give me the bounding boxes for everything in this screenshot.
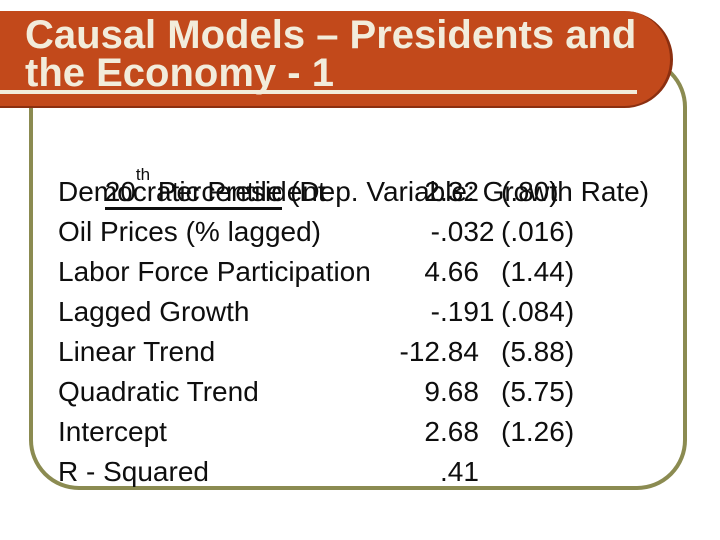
row-label: Labor Force Participation [58, 256, 371, 287]
regression-table: 20th Percentile (Dep. Variable: Growth R… [58, 132, 678, 492]
row-standard-error: (.084) [501, 296, 575, 327]
table-row: Lagged Growth - .191 (.084) [58, 292, 678, 332]
row-coefficient-integer-part: - [430, 296, 440, 327]
row-label: Intercept [58, 416, 167, 447]
row-label: Lagged Growth [58, 296, 250, 327]
row-coefficient-integer-part: 4 [424, 256, 440, 287]
row-label: Quadratic Trend [58, 376, 259, 407]
table-row: Oil Prices (% lagged) - .032 (.016) [58, 212, 678, 252]
row-coefficient-decimal-part: .41 [440, 456, 479, 487]
title-underline-rule [0, 90, 637, 94]
percentile-superscript: th [135, 164, 151, 184]
row-standard-error: (5.75) [501, 376, 575, 407]
row-coefficient-decimal-part: .191 [440, 296, 495, 327]
row-coefficient-integer-part [370, 452, 440, 492]
row-coefficient-decimal-part: .66 [440, 256, 479, 287]
slide-title-line1: Causal Models – Presidents and [25, 13, 637, 57]
row-coefficient-decimal-part: .68 [440, 416, 479, 447]
row-coefficient-decimal-part: .32 [440, 176, 479, 207]
row-coefficient-integer-part: 2 [424, 416, 440, 447]
row-standard-error: (.016) [501, 216, 575, 247]
row-standard-error: (1.26) [501, 416, 575, 447]
row-coefficient-integer-part: - [430, 216, 440, 247]
table-rows: Democratic President 2 .32 (.80) Oil Pri… [58, 172, 678, 492]
table-row: Quadratic Trend 9 .68 (5.75) [58, 372, 678, 412]
row-coefficient-integer-part: -12 [399, 336, 440, 367]
percentile-rest: Percentile [150, 176, 283, 207]
row-coefficient-decimal-part: .84 [440, 336, 479, 367]
row-standard-error: (5.88) [501, 336, 575, 367]
percentile-heading: 20th Percentile [104, 166, 283, 210]
row-label: Linear Trend [58, 336, 216, 367]
row-coefficient-integer-part: 2 [424, 176, 440, 207]
percentile-number: 20 [104, 176, 136, 207]
table-row: Democratic President 2 .32 (.80) [58, 172, 678, 212]
row-label: Democratic President [58, 176, 326, 207]
table-header: 20th Percentile (Dep. Variable: Growth R… [58, 132, 678, 210]
row-label: R - Squared [58, 456, 209, 487]
row-label: Oil Prices (% lagged) [58, 216, 321, 247]
slide-title-line2: the Economy - 1 [25, 51, 334, 95]
table-row: Intercept 2 .68 (1.26) [58, 412, 678, 452]
dependent-variable-note: (Dep. Variable: Growth Rate) [282, 176, 650, 207]
table-row: Linear Trend -12 .84 (5.88) [58, 332, 678, 372]
row-standard-error: (.80) [501, 176, 559, 207]
table-row: Labor Force Participation 4 .66 (1.44) [58, 252, 678, 292]
row-coefficient-decimal-part: .68 [440, 376, 479, 407]
row-coefficient-integer-part: 9 [424, 376, 440, 407]
row-standard-error: (1.44) [501, 256, 575, 287]
table-row: R - Squared .41 [58, 452, 678, 492]
row-coefficient-decimal-part: .032 [440, 216, 495, 247]
